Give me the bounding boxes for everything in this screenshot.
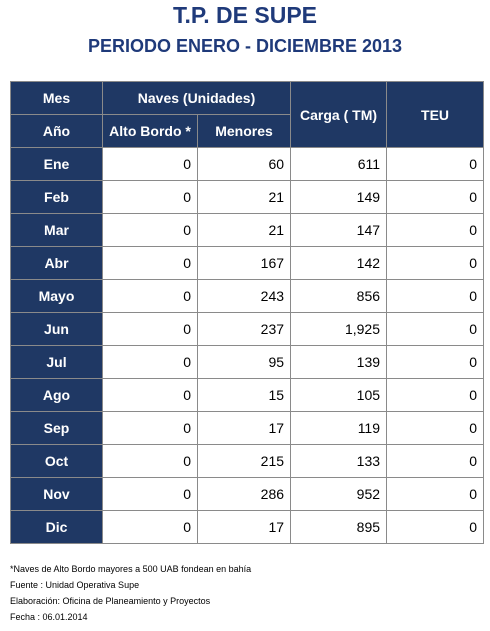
cell-alto-bordo: 0 bbox=[102, 378, 198, 412]
footnote-alto-bordo: *Naves de Alto Bordo mayores a 500 UAB f… bbox=[10, 564, 252, 574]
cell-mes: Mar bbox=[10, 213, 103, 247]
cell-carga: 133 bbox=[290, 444, 388, 478]
header-teu: TEU bbox=[386, 81, 485, 148]
page-subtitle: PERIODO ENERO - DICIEMBRE 2013 bbox=[87, 36, 403, 56]
cell-alto-bordo: 0 bbox=[102, 477, 198, 511]
table-row: Nov 0 286 952 0 bbox=[10, 477, 485, 511]
page-title: T.P. DE SUPE bbox=[172, 2, 318, 28]
cell-menores: 167 bbox=[196, 246, 292, 280]
footnote-fecha: Fecha : 06.01.2014 bbox=[10, 612, 88, 622]
table-row: Ago 0 15 105 0 bbox=[10, 378, 485, 412]
cell-menores: 17 bbox=[196, 411, 292, 445]
cell-menores: 286 bbox=[196, 477, 292, 511]
cell-menores: 21 bbox=[196, 180, 292, 214]
header-anio: Año bbox=[10, 114, 103, 148]
cell-teu: 0 bbox=[386, 279, 485, 313]
cell-alto-bordo: 0 bbox=[102, 213, 198, 247]
footnote-elaboracion: Elaboración: Oficina de Planeamiento y P… bbox=[10, 596, 211, 606]
cell-alto-bordo: 0 bbox=[102, 246, 198, 280]
table-body: Ene 0 60 611 0 Feb 0 21 149 0 Mar 0 21 147 0 Abr 0 167 142… bbox=[10, 147, 485, 544]
cell-teu: 0 bbox=[386, 477, 485, 511]
header-menores: Menores bbox=[196, 114, 292, 148]
table-row: Mar 0 21 147 0 bbox=[10, 213, 485, 247]
cell-carga: 105 bbox=[290, 378, 388, 412]
footnotes: *Naves de Alto Bordo mayores a 500 UAB f… bbox=[10, 561, 251, 625]
table-row: Sep 0 17 119 0 bbox=[10, 411, 485, 445]
cell-mes: Oct bbox=[10, 444, 103, 478]
cell-menores: 95 bbox=[196, 345, 292, 379]
table-row: Feb 0 21 149 0 bbox=[10, 180, 485, 214]
cell-alto-bordo: 0 bbox=[102, 147, 198, 181]
cell-alto-bordo: 0 bbox=[102, 411, 198, 445]
cell-mes: Jun bbox=[10, 312, 103, 346]
cell-carga: 1,925 bbox=[290, 312, 388, 346]
cell-carga: 139 bbox=[290, 345, 388, 379]
cell-mes: Dic bbox=[10, 510, 103, 544]
cell-menores: 237 bbox=[196, 312, 292, 346]
cell-teu: 0 bbox=[386, 411, 485, 445]
cell-carga: 149 bbox=[290, 180, 388, 214]
table-row: Jun 0 237 1,925 0 bbox=[10, 312, 485, 346]
header-naves: Naves (Unidades) bbox=[101, 81, 292, 115]
cell-mes: Sep bbox=[10, 411, 103, 445]
cell-carga: 895 bbox=[290, 510, 388, 544]
table-row: Abr 0 167 142 0 bbox=[10, 246, 485, 280]
cell-mes: Ago bbox=[10, 378, 103, 412]
cell-menores: 215 bbox=[196, 444, 292, 478]
header-carga: Carga ( TM) bbox=[290, 81, 388, 148]
cell-teu: 0 bbox=[386, 312, 485, 346]
cell-teu: 0 bbox=[386, 180, 485, 214]
cell-teu: 0 bbox=[386, 147, 485, 181]
cell-alto-bordo: 0 bbox=[102, 444, 198, 478]
cell-mes: Nov bbox=[10, 477, 103, 511]
cell-teu: 0 bbox=[386, 345, 485, 379]
table-row: Mayo 0 243 856 0 bbox=[10, 279, 485, 313]
cell-menores: 17 bbox=[196, 510, 292, 544]
cell-alto-bordo: 0 bbox=[102, 279, 198, 313]
cell-teu: 0 bbox=[386, 246, 485, 280]
cell-carga: 147 bbox=[290, 213, 388, 247]
cell-carga: 142 bbox=[290, 246, 388, 280]
header-mes: Mes bbox=[10, 81, 103, 115]
cell-alto-bordo: 0 bbox=[102, 345, 198, 379]
table-row: Jul 0 95 139 0 bbox=[10, 345, 485, 379]
table-row: Oct 0 215 133 0 bbox=[10, 444, 485, 478]
footnote-fuente: Fuente : Unidad Operativa Supe bbox=[10, 580, 140, 590]
cell-teu: 0 bbox=[386, 213, 485, 247]
statistics-table: Mes Naves (Unidades) Carga ( TM) TEU Año… bbox=[10, 81, 485, 544]
table-row: Dic 0 17 895 0 bbox=[10, 510, 485, 544]
cell-mes: Abr bbox=[10, 246, 103, 280]
cell-alto-bordo: 0 bbox=[102, 510, 198, 544]
cell-carga: 119 bbox=[290, 411, 388, 445]
cell-teu: 0 bbox=[386, 378, 485, 412]
cell-carga: 611 bbox=[290, 147, 388, 181]
cell-mes: Ene bbox=[10, 147, 103, 181]
header-alto-bordo: Alto Bordo * bbox=[102, 114, 198, 148]
table-row: Ene 0 60 611 0 bbox=[10, 147, 485, 181]
cell-alto-bordo: 0 bbox=[102, 312, 198, 346]
cell-menores: 15 bbox=[196, 378, 292, 412]
cell-mes: Jul bbox=[10, 345, 103, 379]
cell-carga: 952 bbox=[290, 477, 388, 511]
cell-mes: Feb bbox=[10, 180, 103, 214]
cell-teu: 0 bbox=[386, 510, 485, 544]
cell-teu: 0 bbox=[386, 444, 485, 478]
cell-menores: 21 bbox=[196, 213, 292, 247]
cell-menores: 60 bbox=[196, 147, 292, 181]
cell-mes: Mayo bbox=[10, 279, 103, 313]
cell-alto-bordo: 0 bbox=[102, 180, 198, 214]
cell-carga: 856 bbox=[290, 279, 388, 313]
cell-menores: 243 bbox=[196, 279, 292, 313]
